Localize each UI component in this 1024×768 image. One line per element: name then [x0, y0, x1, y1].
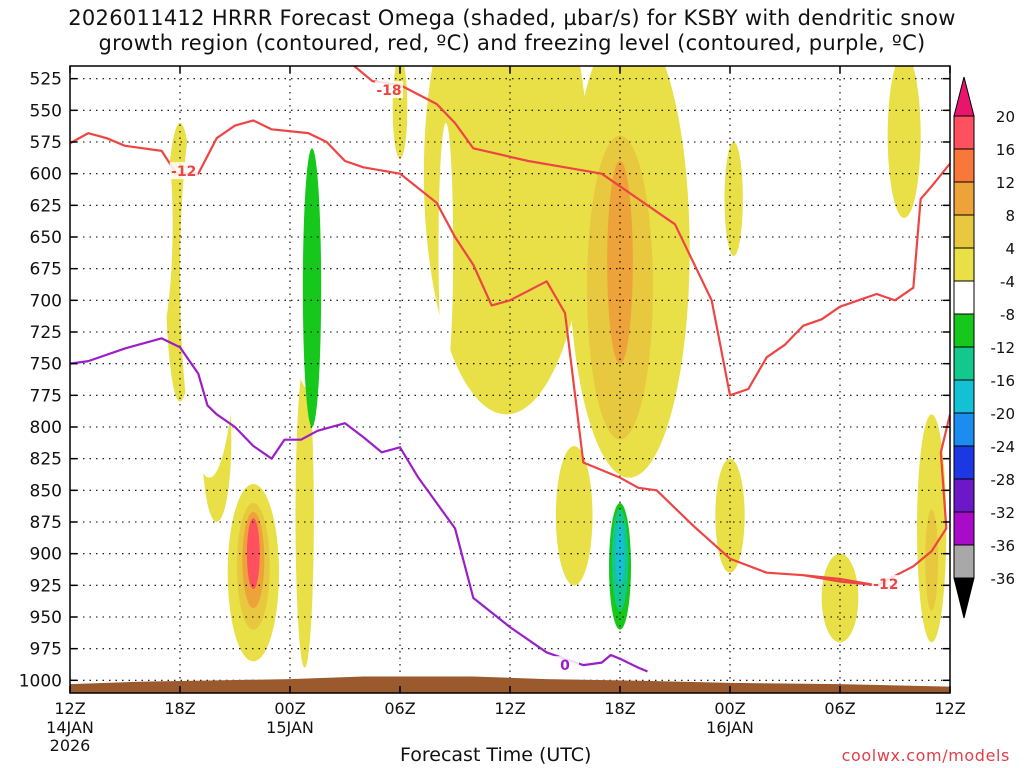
- omega-area-neg-22: [247, 66, 285, 351]
- x-tick-label-36: 00Z: [714, 699, 745, 718]
- colorbar-label-4: 4: [1005, 240, 1015, 258]
- x-tick-label-48: 12Z: [934, 699, 965, 718]
- colorbar-label-11: -28: [991, 471, 1016, 489]
- colorbar-label-3: 8: [1005, 207, 1015, 225]
- contour-layer: -12 -12 -18 0: [70, 66, 950, 674]
- x-tick-date-12: 15JAN: [266, 718, 314, 737]
- temp-contour-label-1-bg: [871, 575, 900, 593]
- y-tick-label-600: 600: [30, 165, 62, 185]
- colorbar-swatch-4: [953, 247, 975, 282]
- colorbar-swatch-13: [953, 544, 975, 579]
- colorbar-swatch-1: [953, 148, 975, 183]
- freezing-level-contour: [70, 337, 648, 673]
- x-axis-label: Forecast Time (UTC): [400, 744, 592, 766]
- omega-area-neg-27: [438, 123, 454, 377]
- temp-contour-1: [803, 574, 877, 587]
- omega-area-neg-24: [302, 148, 322, 428]
- colorbar-swatch-8: [953, 379, 975, 414]
- colorbar-top-arrow: [953, 76, 975, 117]
- x-tick-date-36: 16JAN: [706, 718, 754, 737]
- omega-area-pos-12: [555, 446, 593, 586]
- y-tick-label-675: 675: [30, 260, 62, 280]
- y-tick-label-925: 925: [30, 576, 62, 596]
- omega-area-pos-13: [724, 142, 743, 256]
- colorbar-label-0: 20: [996, 108, 1015, 126]
- colorbar-label-9: -20: [991, 405, 1016, 423]
- omega-area-neg-26: [383, 160, 424, 491]
- y-tick-label-775: 775: [30, 386, 62, 406]
- y-tick-label-1000: 1000: [19, 671, 62, 691]
- colorbar-label-1: 16: [996, 141, 1015, 159]
- omega-area-pos-18: [925, 509, 939, 611]
- y-tick-label-650: 650: [30, 228, 62, 248]
- chart-title-line1: 2026011412 HRRR Forecast Omega (shaded, …: [68, 6, 956, 30]
- temp-contour-0: [70, 119, 950, 587]
- colorbar-swatch-7: [953, 346, 975, 381]
- y-tick-label-950: 950: [30, 608, 62, 628]
- temp-contour-label-2-bg: [375, 81, 403, 99]
- y-tick-label-700: 700: [30, 291, 62, 311]
- y-tick-label-900: 900: [30, 545, 62, 565]
- omega-area-neg-21: [180, 72, 239, 478]
- omega-area-pos-8: [423, 66, 589, 415]
- freezing-level-label-bg: [551, 656, 579, 674]
- colorbar-label-8: -16: [991, 372, 1016, 390]
- colorbar-label-13: -36: [991, 537, 1016, 555]
- colorbar-swatch-12: [953, 511, 975, 546]
- gridlines: [70, 66, 950, 693]
- omega-area-neg-20: [113, 72, 173, 377]
- x-tick-label-30: 18Z: [604, 699, 635, 718]
- x-tick-date-0: 14JAN: [46, 718, 94, 737]
- colorbar-bottom-arrow: [953, 577, 975, 619]
- y-tick-label-725: 725: [30, 323, 62, 343]
- y-tick-label-625: 625: [30, 196, 62, 216]
- colorbar-swatch-9: [953, 412, 975, 447]
- colorbar-swatch-6: [953, 313, 975, 348]
- colorbar-swatch-0: [953, 115, 975, 150]
- y-tick-label-525: 525: [30, 70, 62, 90]
- colorbar-label-2: 12: [996, 174, 1015, 192]
- colorbar-swatch-10: [953, 445, 975, 480]
- colorbar-label-7: -12: [991, 339, 1016, 357]
- x-tick-label-12: 00Z: [274, 699, 305, 718]
- temp-contour-label-0: -12: [171, 164, 196, 180]
- y-tick-label-825: 825: [30, 450, 62, 470]
- colorbar-label-10: -24: [991, 438, 1016, 456]
- colorbar-label-12: -32: [991, 504, 1016, 522]
- temp-contour-2: [353, 66, 950, 397]
- colorbar-swatch-3: [953, 214, 975, 249]
- colorbar-swatch-2: [953, 181, 975, 216]
- chart-title-line2: growth region (contoured, red, ºC) and f…: [98, 31, 926, 55]
- colorbar-label-5: -4: [1000, 273, 1015, 291]
- omega-area-neg-25: [354, 458, 380, 598]
- omega-area-pos-15: [821, 553, 859, 643]
- x-tick-label-0: 12Z: [54, 699, 85, 718]
- site-credit: coolwx.com/models: [841, 746, 1010, 765]
- y-tick-label-750: 750: [30, 355, 62, 375]
- y-tick-label-575: 575: [30, 133, 62, 153]
- y-tick-label-875: 875: [30, 513, 62, 533]
- x-tick-label-42: 06Z: [824, 699, 855, 718]
- freezing-level-label: 0: [560, 658, 570, 674]
- y-tick-label-975: 975: [30, 640, 62, 660]
- colorbar-label-bottom: -36: [991, 570, 1016, 588]
- omega-area-neg-19: [81, 135, 95, 567]
- x-tick-label-24: 12Z: [494, 699, 525, 718]
- y-tick-label-800: 800: [30, 418, 62, 438]
- temp-contour-label-1: -12: [873, 577, 898, 593]
- y-tick-label-550: 550: [30, 101, 62, 121]
- colorbar-label-6: -8: [1000, 306, 1015, 324]
- omega-area-pos-16: [887, 66, 921, 218]
- colorbar-swatch-11: [953, 478, 975, 513]
- y-tick-label-850: 850: [30, 481, 62, 501]
- colorbar-swatch-5: [953, 280, 975, 315]
- x-tick-label-6: 18Z: [164, 699, 195, 718]
- temp-contour-label-0-bg: [169, 162, 198, 180]
- axes: 525 550 575 600 625 650 675 700 725 750 775 800 825 8…: [19, 66, 966, 755]
- x-tick-label-18: 06Z: [384, 699, 415, 718]
- temp-contour-label-2: -18: [376, 83, 401, 99]
- colorbar: 20 16 12 8 4 -4 -8 -12 -16 -20 -24 -28 -32 -36 -36: [953, 76, 1016, 619]
- x-tick-year-0: 2026: [50, 736, 91, 755]
